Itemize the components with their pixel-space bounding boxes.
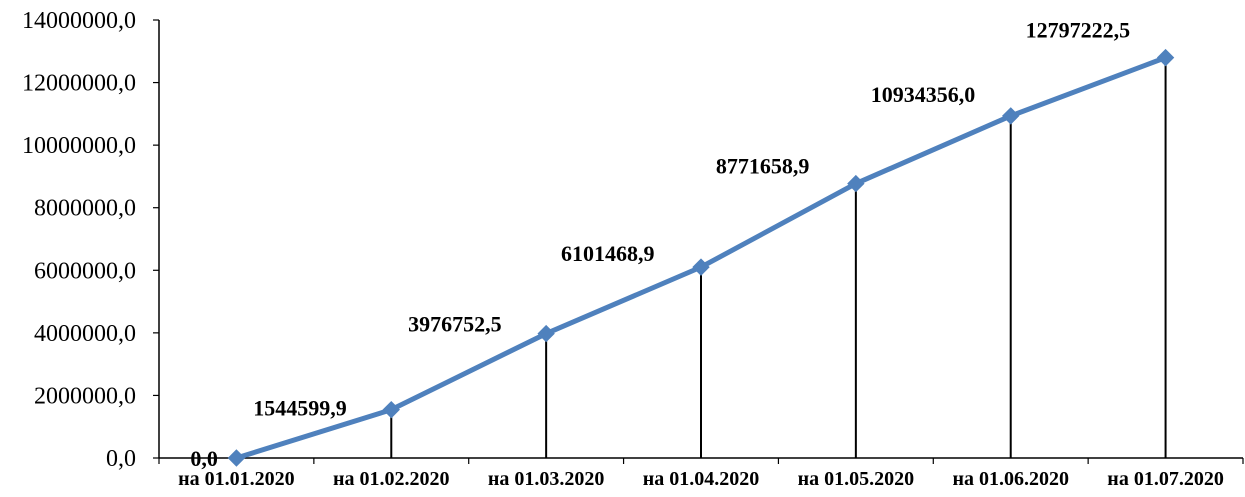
data-label: 0,0 <box>190 446 218 471</box>
data-markers <box>227 48 1175 467</box>
data-label: 8771658,9 <box>716 154 810 179</box>
y-tick-label: 8000000,0 <box>34 196 136 222</box>
drop-lines <box>390 57 1167 458</box>
data-point-marker <box>692 258 710 276</box>
data-point-marker <box>1156 48 1175 67</box>
y-tick-label: 4000000,0 <box>34 321 136 347</box>
data-point-marker <box>1002 107 1020 125</box>
data-labels: 0,0 1544599,9 3976752,5 6101468,9 8771658,9 1… <box>190 18 1130 471</box>
y-tick-label: 0,0 <box>106 446 136 472</box>
x-tick-label: на 01.05.2020 <box>798 468 915 490</box>
x-tick-label: на 01.02.2020 <box>333 468 450 490</box>
x-tick-label: на 01.07.2020 <box>1107 468 1224 490</box>
y-tick-label: 14000000,0 <box>22 8 136 34</box>
x-tick-label: на 01.04.2020 <box>643 468 760 490</box>
x-tick-label: на 01.06.2020 <box>952 468 1069 490</box>
data-point-marker <box>847 174 865 193</box>
data-label: 3976752,5 <box>408 312 502 337</box>
data-point-marker <box>227 449 246 467</box>
x-tick-label: на 01.01.2020 <box>178 468 295 490</box>
y-tick-label: 6000000,0 <box>34 258 136 284</box>
y-axis-ticks: 0,0 2000000,0 4000000,0 6000000,0 8000000,0 1… <box>22 8 159 472</box>
x-tick-label: на 01.03.2020 <box>488 468 605 490</box>
y-tick-label: 2000000,0 <box>34 383 136 409</box>
y-tick-label: 10000000,0 <box>22 133 136 159</box>
data-point-marker <box>382 400 400 419</box>
x-axis-ticks: на 01.01.2020 на 01.02.2020 на 01.03.2020 н… <box>158 458 1244 490</box>
data-point-marker <box>537 324 555 343</box>
y-tick-label: 12000000,0 <box>22 71 136 97</box>
data-label: 1544599,9 <box>253 396 346 421</box>
data-label: 10934356,0 <box>871 82 976 107</box>
data-label: 12797222,5 <box>1026 18 1131 43</box>
data-label: 6101468,9 <box>561 241 655 266</box>
